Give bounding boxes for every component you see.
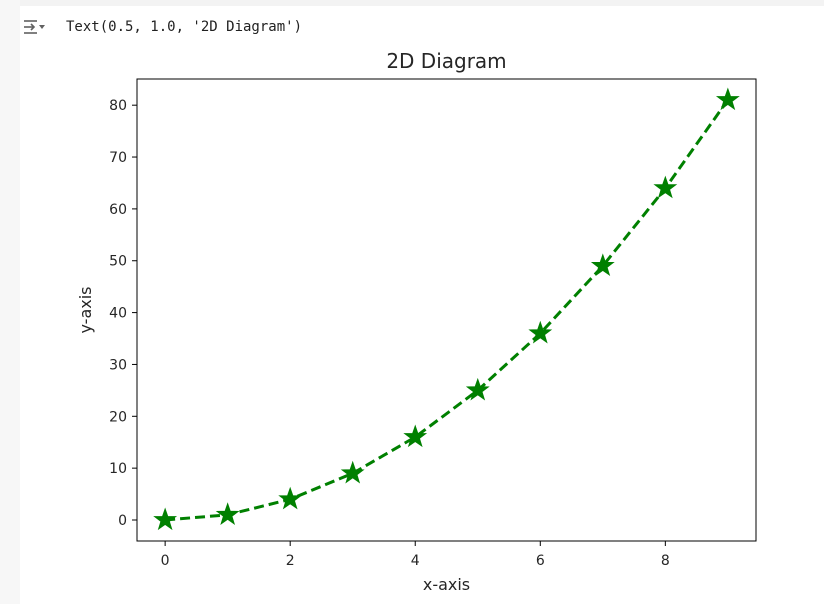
y-tick-label: 50	[109, 254, 127, 270]
data-point-star	[153, 507, 178, 531]
data-point-star	[465, 377, 490, 401]
cell-gutter	[0, 0, 20, 604]
data-point-star	[403, 424, 428, 448]
x-tick-label: 4	[411, 553, 420, 569]
output-collapse-icon[interactable]	[20, 16, 48, 40]
y-tick-label: 0	[118, 513, 127, 529]
series-line	[165, 99, 730, 522]
data-point-star	[715, 87, 740, 111]
data-point-star	[340, 460, 365, 484]
y-tick-label: 30	[109, 357, 127, 373]
data-point-star	[528, 320, 553, 344]
axes-frame	[136, 78, 757, 542]
y-tick-label: 40	[109, 306, 127, 322]
output-text: Text(0.5, 1.0, '2D Diagram')	[66, 19, 303, 35]
chart-container: 2D Diagram 0 2 4 6 8 0 10 20 30 40 50 60 70 80 x-axis…	[0, 40, 824, 604]
y-tick-label: 70	[109, 150, 127, 166]
data-point-star	[590, 253, 615, 277]
x-tick-label: 2	[286, 553, 295, 569]
data-point-star	[653, 175, 678, 199]
cell-top-border	[0, 0, 824, 6]
plot-area	[153, 87, 740, 531]
y-axis-label: y-axis	[76, 286, 95, 333]
x-axis-label: x-axis	[423, 575, 470, 594]
output-collapse-icon-glyph	[24, 20, 45, 34]
data-point-star	[278, 486, 303, 510]
y-tick-label: 80	[109, 98, 127, 114]
data-point-star	[215, 502, 240, 525]
y-tick-label: 20	[109, 409, 127, 425]
y-tick-label: 10	[109, 461, 127, 477]
x-tick-label: 0	[161, 553, 170, 569]
x-tick-label: 6	[536, 553, 545, 569]
chart-title: 2D Diagram	[386, 49, 506, 73]
x-tick-label: 8	[661, 553, 670, 569]
y-tick-label: 60	[109, 202, 127, 218]
